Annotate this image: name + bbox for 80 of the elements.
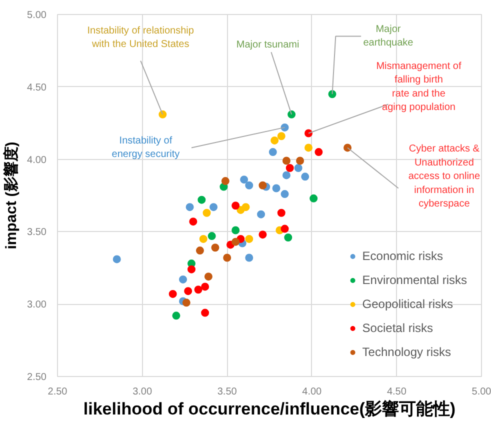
point xyxy=(199,234,208,243)
y-tick-label: 3.50 xyxy=(27,227,47,238)
point xyxy=(296,156,304,165)
point xyxy=(310,194,318,202)
x-tick-label: 4.00 xyxy=(302,386,322,398)
annotation: Major earthquake xyxy=(363,24,414,49)
y-tick-label: 5.00 xyxy=(27,10,47,21)
point xyxy=(202,208,211,217)
point xyxy=(344,144,352,152)
point xyxy=(245,254,254,262)
point xyxy=(240,176,248,184)
point xyxy=(268,148,277,156)
x-tick-label: 5.00 xyxy=(472,386,491,398)
legend-label: Technology risks xyxy=(362,345,452,359)
point xyxy=(245,234,254,243)
point xyxy=(172,312,180,320)
x-axis-title: likelihood of occurrence/influence(影響可能性) xyxy=(83,400,456,418)
legend-label: Economic risks xyxy=(362,249,443,263)
point xyxy=(314,148,323,156)
annotation: Instability of relationship with the United States xyxy=(87,25,194,50)
point xyxy=(210,203,218,212)
point xyxy=(280,190,289,198)
point xyxy=(189,218,198,226)
point xyxy=(284,234,292,242)
point xyxy=(201,282,210,291)
point xyxy=(286,164,294,172)
annotation: Cyber attacks & Unauthorized access to online information in cyberspace xyxy=(408,144,480,210)
point xyxy=(232,226,240,234)
point xyxy=(179,275,188,284)
point xyxy=(221,177,230,186)
y-tick-label: 4.50 xyxy=(27,82,47,94)
point xyxy=(282,156,290,165)
annotation: Major tsunami xyxy=(236,39,300,50)
point xyxy=(168,290,177,298)
point xyxy=(186,203,194,212)
legend-label: Environmental risks xyxy=(362,273,467,287)
point xyxy=(187,265,196,274)
point xyxy=(272,184,280,192)
point xyxy=(280,123,289,132)
point xyxy=(112,255,121,264)
x-tick-label: 4.50 xyxy=(386,386,407,398)
point xyxy=(196,246,204,255)
annotation: Mismanagement of falling birth rate and the aging population xyxy=(376,60,462,114)
legend-label: Societal risks xyxy=(362,321,433,335)
y-tick-label: 2.50 xyxy=(27,372,47,383)
point xyxy=(211,244,220,252)
annotation: Instability of energy security xyxy=(112,135,180,160)
point xyxy=(182,298,190,307)
point xyxy=(223,254,232,262)
point xyxy=(301,172,310,181)
point xyxy=(282,171,290,180)
point xyxy=(257,210,266,218)
point xyxy=(208,232,216,240)
point xyxy=(184,287,192,296)
point xyxy=(236,206,245,214)
point xyxy=(232,238,240,246)
point xyxy=(232,202,240,210)
point xyxy=(277,132,286,140)
x-tick-label: 3.00 xyxy=(132,386,152,398)
point xyxy=(158,110,167,118)
point xyxy=(270,136,279,144)
point xyxy=(288,110,296,118)
point xyxy=(277,208,286,217)
point xyxy=(201,308,210,317)
y-tick-label: 4.00 xyxy=(27,154,47,166)
point xyxy=(294,164,302,172)
point xyxy=(258,230,267,239)
point xyxy=(198,196,206,204)
point xyxy=(204,272,212,281)
y-axis-title: impact (影響度) xyxy=(2,142,20,250)
x-tick-label: 3.50 xyxy=(217,386,238,398)
point xyxy=(328,90,336,98)
point xyxy=(245,181,254,190)
x-tick-label: 2.50 xyxy=(48,386,68,398)
y-tick-label: 3.00 xyxy=(27,300,47,311)
point xyxy=(258,181,267,190)
legend-label: Geopolitical risks xyxy=(362,297,453,311)
point xyxy=(304,144,313,152)
point xyxy=(280,224,289,233)
point xyxy=(194,286,202,294)
